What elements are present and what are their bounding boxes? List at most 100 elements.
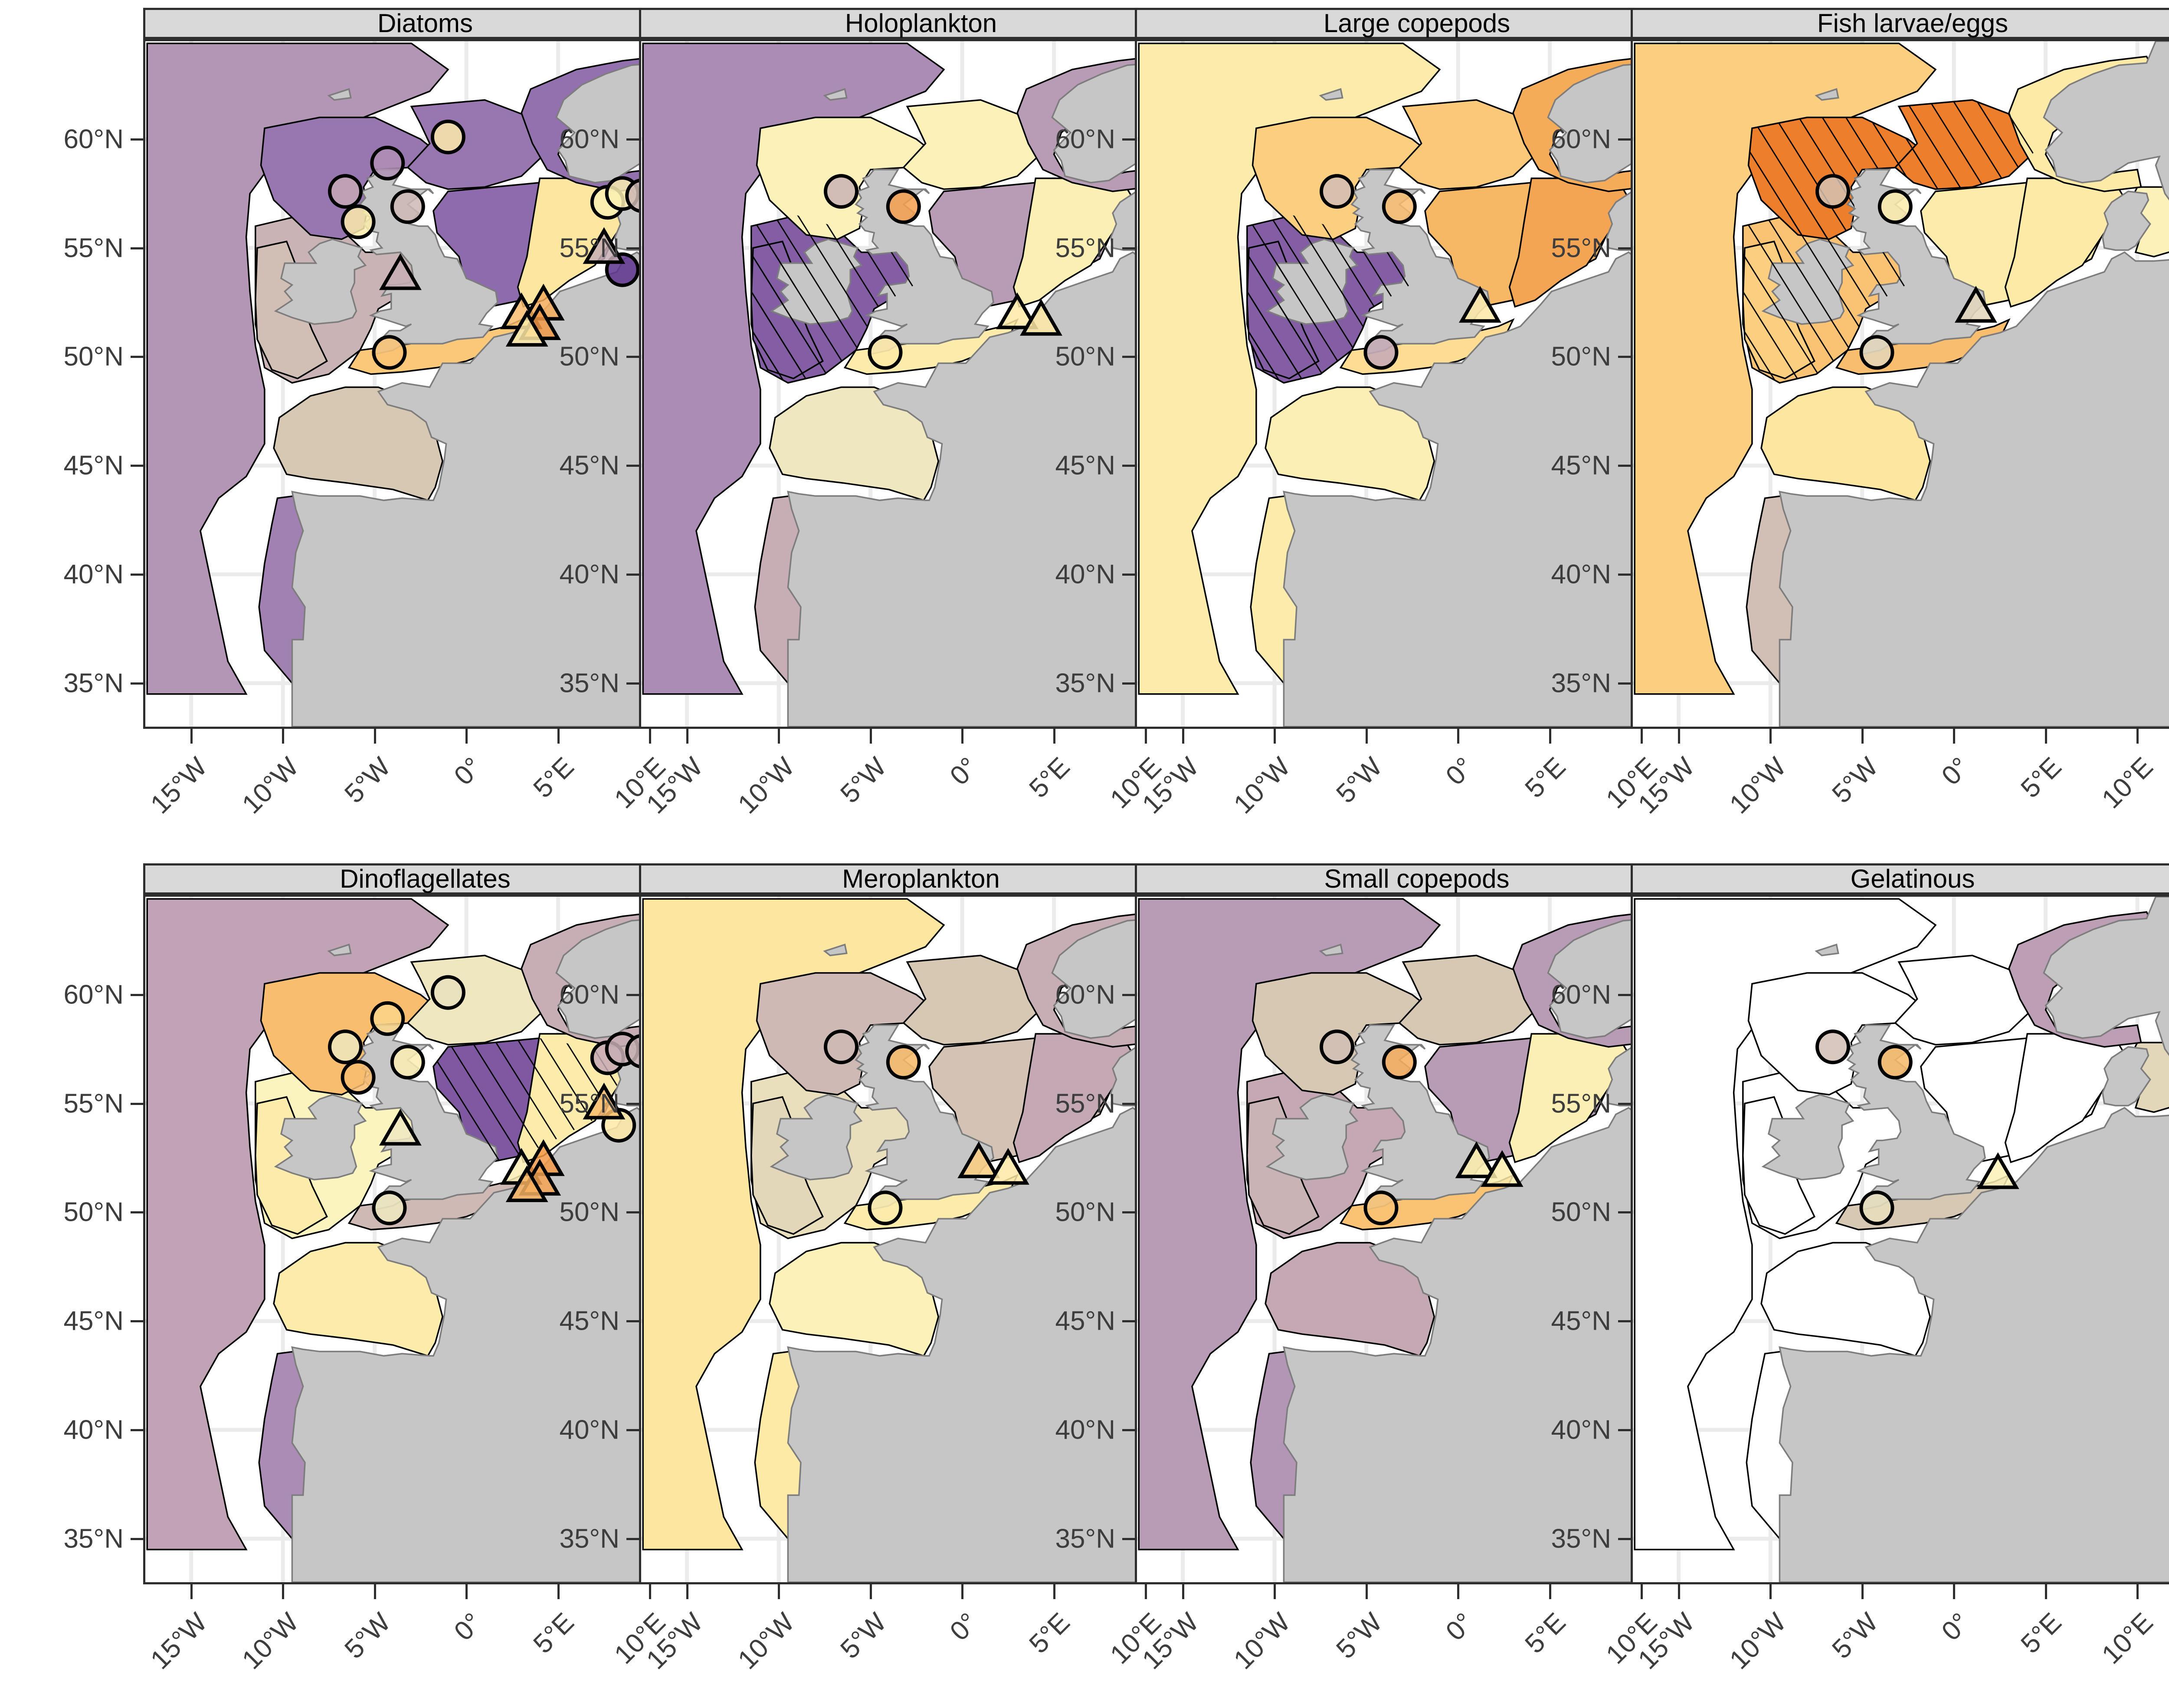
- station-marker-circle[interactable]: Orkney-W: [370, 145, 405, 180]
- station-marker-triangle[interactable]: Dutch-coast-2: [1020, 298, 1062, 336]
- map-canvas: Hebrides Forth Plymouth Dutch-coast: [1633, 897, 2169, 1582]
- station-marker-triangle[interactable]: Irish-Sea-area: [379, 253, 422, 290]
- plot-area-small-copepods: Hebrides Forth Plymouth Thames-areaDutch-co…: [1135, 895, 1699, 1584]
- landmass-jutland: [2101, 1046, 2151, 1107]
- x-axis-tick: [374, 729, 376, 744]
- landmass-iceland_bits: [823, 88, 848, 101]
- station-marker-circle[interactable]: Forth: [886, 1045, 921, 1080]
- y-axis-label: 35°N: [559, 1524, 619, 1554]
- station-marker-circle[interactable]: Plymouth: [372, 1190, 407, 1226]
- landmass-ireland: [1265, 1094, 1359, 1180]
- landmass-ireland: [1761, 1094, 1854, 1180]
- y-axis-tick: [1618, 573, 1633, 576]
- panel-strip-large-copepods: Large copepods: [1135, 8, 1699, 39]
- station-marker-triangle[interactable]: Dutch-coast: [1976, 1152, 2019, 1189]
- station-marker-circle[interactable]: Hebrides: [1815, 174, 1850, 209]
- panel-title: Dinoflagellates: [340, 864, 511, 893]
- station-marker-triangle[interactable]: Thames-area: [1458, 285, 1501, 323]
- panel-title: Gelatinous: [1850, 864, 1975, 893]
- region-nsea_east: [1012, 1033, 1138, 1164]
- station-marker-circle[interactable]: Hebrides: [1320, 1029, 1354, 1065]
- station-marker-circle[interactable]: Hebrides: [328, 174, 363, 209]
- station-marker-circle[interactable]: Plymouth: [1859, 1190, 1894, 1226]
- station-marker-triangle[interactable]: Dutch-coast-1: [996, 292, 1039, 329]
- y-axis-label: 45°N: [63, 450, 124, 481]
- y-axis-label: 35°N: [1055, 1524, 1115, 1554]
- station-marker-circle[interactable]: Clyde: [341, 204, 376, 239]
- station-marker-circle[interactable]: Forth: [1877, 1045, 1913, 1080]
- station-marker-circle[interactable]: Plymouth: [1859, 335, 1894, 370]
- landmass-iceland_bits: [823, 944, 848, 957]
- station-marker-circle[interactable]: Hebrides: [1320, 174, 1354, 209]
- y-axis-tick: [131, 1211, 145, 1214]
- region-nsea_east: [1508, 177, 1634, 308]
- significance-hatch-greater_nsea_central: [433, 1038, 619, 1162]
- station-marker-triangle[interactable]: Irish-Sea-area: [379, 1108, 422, 1146]
- station-marker-circle[interactable]: Clyde: [341, 1060, 376, 1095]
- y-axis-tick: [131, 138, 145, 141]
- station-marker-circle[interactable]: Hebrides: [824, 174, 858, 209]
- y-axis-label: 40°N: [63, 1415, 124, 1445]
- station-marker-circle[interactable]: Plymouth: [372, 335, 407, 370]
- station-marker-circle[interactable]: Forth: [390, 1045, 425, 1080]
- y-axis-tick: [1618, 138, 1633, 141]
- y-axis-tick: [131, 1320, 145, 1323]
- x-axis-tick: [961, 729, 964, 744]
- y-axis-label: 60°N: [63, 124, 124, 154]
- panel-strip-holoplankton: Holoplankton: [639, 8, 1203, 39]
- station-marker-circle[interactable]: Forth: [1877, 189, 1913, 224]
- x-axis-tick: [1053, 1584, 1055, 1599]
- x-axis-tick: [1953, 1584, 1956, 1599]
- y-axis-label: 40°N: [1055, 559, 1115, 590]
- y-axis-label: 45°N: [559, 1306, 619, 1336]
- region-atlantic_offshore: [1138, 898, 1441, 1551]
- station-marker-circle[interactable]: Hebrides: [824, 1029, 858, 1065]
- x-axis-tick: [1861, 729, 1864, 744]
- station-marker-triangle[interactable]: Thames-area: [1954, 285, 1997, 323]
- station-marker-triangle[interactable]: Dutch-coast: [1481, 1150, 1524, 1187]
- x-axis-tick: [282, 1584, 285, 1599]
- station-marker-circle[interactable]: Forth: [1382, 189, 1417, 224]
- station-marker-triangle[interactable]: Thames-area: [1455, 1141, 1498, 1178]
- station-marker-circle[interactable]: Forth: [1382, 1045, 1417, 1080]
- station-marker-triangle[interactable]: German-Bight-area: [583, 227, 626, 264]
- station-marker-circle[interactable]: Hebrides: [328, 1029, 363, 1065]
- station-marker-circle[interactable]: Plymouth: [1363, 1190, 1399, 1226]
- y-axis-tick: [1618, 1320, 1633, 1323]
- region-atlantic_offshore: [642, 898, 945, 1551]
- station-marker-triangle[interactable]: Belgian-coast: [505, 310, 548, 347]
- y-axis-label: 55°N: [63, 233, 124, 263]
- y-axis-tick: [626, 138, 641, 141]
- significance-hatch-celtic_seas: [1743, 215, 1907, 383]
- y-axis-label: 45°N: [1055, 1306, 1115, 1336]
- station-marker-circle[interactable]: Shetland: [430, 975, 465, 1010]
- x-axis-tick: [649, 729, 652, 744]
- station-marker-triangle[interactable]: Dutch-coast: [986, 1147, 1029, 1185]
- landmass-iceland_bits: [327, 88, 352, 101]
- panel-small-copepods: Small copepods Hebrides Forth Plymouth Tham…: [1135, 863, 1699, 1584]
- station-marker-circle[interactable]: Forth: [390, 189, 425, 224]
- y-axis-tick: [1618, 1429, 1633, 1431]
- y-axis-tick: [626, 1320, 641, 1323]
- station-marker-circle[interactable]: Plymouth: [1363, 335, 1399, 370]
- station-marker-circle[interactable]: Hebrides: [1815, 1029, 1850, 1065]
- y-axis-label: 40°N: [559, 1415, 619, 1445]
- station-marker-triangle[interactable]: Belgian-coast: [505, 1165, 548, 1202]
- x-axis-tick: [1274, 729, 1276, 744]
- x-axis-tick: [2136, 729, 2139, 744]
- station-marker-circle[interactable]: Shetland: [430, 119, 465, 154]
- y-axis-label: 55°N: [559, 1088, 619, 1118]
- station-marker-circle[interactable]: Forth: [886, 189, 921, 224]
- y-axis-tick: [131, 993, 145, 996]
- y-axis-label: 55°N: [1551, 233, 1611, 263]
- y-axis-tick: [131, 465, 145, 467]
- station-marker-circle[interactable]: Orkney-W: [370, 1001, 405, 1036]
- x-axis-tick: [2044, 1584, 2047, 1599]
- station-marker-circle[interactable]: Plymouth: [868, 1190, 903, 1226]
- station-marker-triangle[interactable]: German-Bight-area: [583, 1082, 626, 1120]
- x-axis-tick: [1145, 729, 1147, 744]
- station-marker-circle[interactable]: Plymouth: [868, 335, 903, 370]
- station-marker-triangle[interactable]: Thames-area: [957, 1141, 1000, 1178]
- x-axis-tick: [1549, 1584, 1551, 1599]
- landmass-iberia: [1283, 251, 1697, 727]
